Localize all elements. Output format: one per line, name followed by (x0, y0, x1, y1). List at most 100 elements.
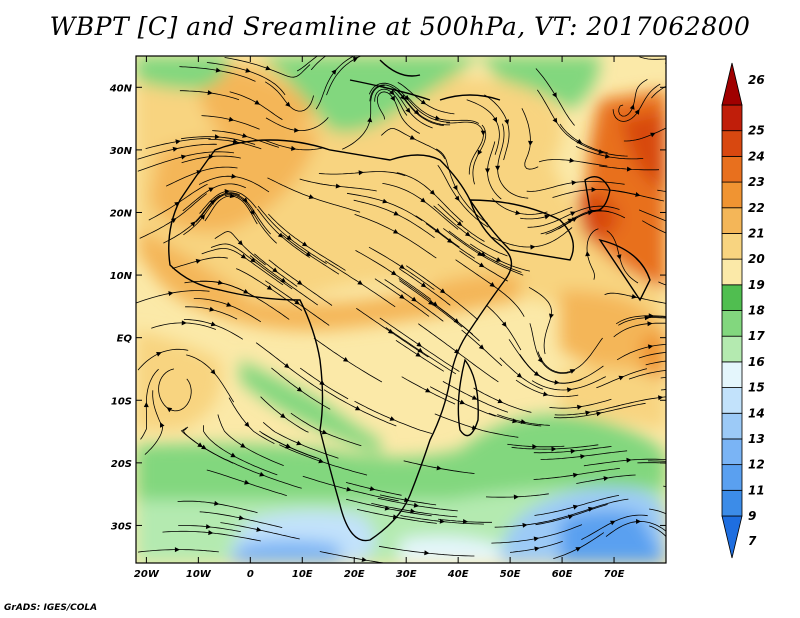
streamline-arrow (210, 369, 216, 375)
streamline (660, 389, 666, 391)
streamline-arrow (495, 257, 502, 262)
streamline-arrow (240, 442, 246, 448)
streamline-arrow (629, 104, 635, 110)
streamline-arrow (666, 350, 671, 355)
streamline-arrow (160, 422, 165, 428)
streamline-arrow (572, 504, 579, 510)
colorbar-swatch (721, 258, 743, 286)
colorbar-swatch (721, 284, 743, 311)
streamline-arrow (280, 413, 286, 419)
streamline-arrow (382, 198, 388, 204)
colorbar-label: 9 (748, 509, 756, 523)
streamline-arrow (670, 56, 675, 61)
streamline-arrow (570, 211, 576, 217)
streamline-arrow (532, 444, 538, 449)
streamline-arrow (631, 294, 637, 299)
streamline-arrow (317, 43, 323, 48)
streamline-arrow (291, 145, 297, 151)
streamline-arrow (672, 234, 678, 239)
streamline-arrow (272, 267, 278, 273)
chart-title: WBPT [C] and Sreamline at 500hPa, VT: 20… (49, 12, 751, 41)
colorbar-label: 21 (748, 226, 765, 240)
streamline-arrow (471, 395, 478, 400)
streamline-arrow (199, 214, 205, 220)
streamline-arrow (552, 92, 557, 98)
streamline-arrow (516, 372, 523, 378)
streamline-arrow (404, 497, 410, 503)
streamline-arrow (391, 270, 397, 276)
streamline-arrow (384, 505, 391, 511)
streamline-arrow (226, 302, 232, 307)
streamline-arrow (682, 191, 687, 196)
colorbar-swatch (721, 515, 743, 559)
colorbar-swatch (721, 387, 743, 414)
streamline-arrow (250, 257, 256, 263)
colorbar-label: 26 (748, 73, 765, 87)
lat-tick-label: 30N (110, 146, 133, 157)
streamline-arrow (434, 228, 441, 233)
colorbar-swatch (721, 62, 743, 106)
streamline-arrow (533, 371, 540, 376)
colorbar: 7 9 11 12 13 14 15 16 17 18 19 20 21 22 23 24 25 26 (721, 62, 765, 559)
streamline-arrow (549, 313, 554, 319)
lon-tick-label: 70E (604, 569, 625, 580)
streamline-arrow (231, 173, 237, 179)
streamline-arrow (671, 461, 676, 466)
streamline-arrow (693, 462, 698, 467)
streamline-arrow (635, 192, 641, 197)
streamline-arrow (210, 321, 217, 327)
streamline-arrow (575, 547, 581, 552)
lon-tick-label: 10E (292, 569, 313, 580)
lat-tick-label: 10S (111, 396, 132, 407)
colorbar-swatch (721, 104, 743, 132)
streamline-arrow (618, 375, 625, 381)
streamline-arrow (567, 218, 574, 224)
streamline-arrow (604, 153, 611, 159)
streamline-arrow (504, 119, 509, 125)
streamline-arrow (456, 221, 463, 227)
streamline-arrow (168, 291, 174, 296)
streamline-arrow (331, 69, 337, 75)
streamline-arrow (585, 410, 591, 416)
lon-tick-label: 50E (500, 569, 521, 580)
streamline-arrow (626, 457, 632, 463)
colorbar-label: 11 (748, 483, 765, 497)
streamline (310, 56, 327, 71)
streamline-arrow (570, 448, 576, 454)
streamline-arrow (571, 180, 577, 186)
streamline-arrow (414, 109, 420, 115)
colorbar-label: 20 (748, 252, 765, 266)
streamline-arrow (390, 95, 395, 102)
lon-tick-label: 60E (552, 569, 573, 580)
map-frame (135, 55, 667, 564)
streamline-arrow (245, 67, 251, 73)
colorbar-swatch (721, 181, 743, 209)
streamline (648, 460, 666, 462)
colorbar-swatch (721, 335, 743, 363)
streamline-arrow (415, 352, 421, 357)
colorbar-label: 23 (748, 175, 765, 189)
streamline-arrow (478, 262, 485, 268)
streamline (649, 508, 666, 515)
streamline (286, 56, 291, 57)
colorbar-label: 15 (748, 381, 765, 395)
streamline-arrow (399, 264, 405, 269)
streamline-arrow (175, 139, 181, 145)
coastlines (168, 59, 651, 542)
streamline-arrow (644, 315, 650, 321)
streamline-arrow (201, 444, 207, 450)
lon-tick-label: 10W (186, 569, 212, 580)
streamline-arrow (355, 405, 361, 411)
streamline (649, 525, 666, 538)
streamline-arrow (265, 65, 271, 71)
streamline-arrow (297, 280, 303, 285)
lon-tick-label: 40E (447, 569, 469, 580)
streamline-arrow (626, 166, 632, 172)
streamline-arrow (674, 516, 680, 521)
streamline (665, 62, 666, 64)
streamline-arrow (429, 189, 436, 195)
streamline-arrow (554, 379, 560, 385)
streamline-arrow (214, 500, 220, 506)
streamline-arrow (410, 508, 416, 514)
streamline-arrow (209, 306, 215, 312)
